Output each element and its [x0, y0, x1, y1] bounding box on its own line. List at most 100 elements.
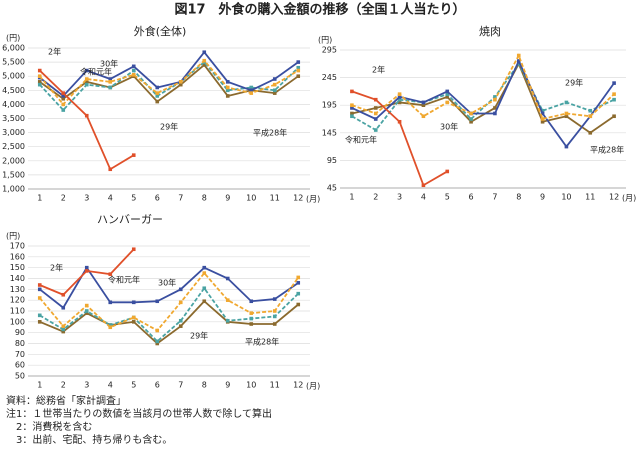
point [225, 298, 230, 302]
point [540, 117, 545, 121]
point [61, 91, 66, 95]
x-tick-label: 10 [561, 193, 571, 202]
y-tick-label: 80 [15, 339, 25, 348]
x-tick-label: 2 [61, 194, 66, 203]
point [350, 114, 354, 119]
point [272, 309, 277, 313]
point [178, 287, 183, 292]
point [84, 311, 89, 315]
note: 注1：１世帯当たりの数値を当該月の世帯人数で除して算出 [6, 407, 272, 420]
series-label: 令和元年 [108, 275, 140, 285]
point [445, 169, 450, 174]
point [350, 103, 354, 107]
y-tick-label: 130 [10, 285, 25, 294]
point [296, 281, 301, 285]
x-tick-label: 6 [155, 194, 160, 203]
point [131, 72, 136, 77]
point [249, 316, 254, 321]
y-tick-label: 3,500 [2, 114, 25, 123]
point [249, 85, 254, 90]
point [61, 324, 66, 328]
point [397, 95, 402, 99]
x-tick-label: 4 [421, 193, 426, 202]
point [155, 328, 160, 333]
series-label: 平成28年 [590, 145, 624, 155]
y-tick-label: 5,000 [2, 72, 25, 81]
x-tick-label: 2 [61, 381, 66, 390]
x-tick-label: 8 [516, 193, 521, 202]
y-tick-label: 45 [327, 184, 337, 193]
point [202, 265, 207, 270]
series-line [39, 50, 299, 98]
y-unit: (円) [318, 36, 332, 45]
point [296, 275, 301, 280]
point [564, 144, 569, 149]
x-tick-label: 8 [202, 194, 207, 203]
point [37, 287, 42, 292]
y-tick-label: 95 [327, 156, 337, 165]
point [37, 74, 42, 78]
x-tick-label: 11 [270, 194, 280, 203]
point [178, 300, 183, 305]
point [108, 325, 113, 330]
series-line [39, 59, 299, 106]
point [445, 89, 450, 94]
point [588, 108, 593, 113]
y-tick-label: 2,500 [2, 142, 25, 151]
point [131, 68, 136, 73]
point [84, 269, 89, 273]
x-tick-label: 10 [246, 194, 256, 203]
point [272, 88, 277, 93]
series-label: 平成28年 [253, 128, 287, 138]
point [61, 102, 66, 107]
point [296, 68, 301, 73]
series-line [39, 63, 299, 103]
y-tick-label: 90 [15, 328, 25, 337]
point [350, 111, 354, 116]
point [131, 247, 136, 252]
point [397, 119, 402, 124]
series-label: 2年 [48, 47, 61, 57]
x-tick-label: 11 [270, 381, 280, 390]
point [155, 91, 160, 95]
point [493, 106, 497, 110]
y-tick-label: 140 [10, 274, 25, 283]
point [445, 95, 450, 99]
point [108, 323, 113, 327]
y-unit: (円) [6, 232, 20, 241]
y-unit: (円) [6, 34, 20, 43]
x-tick-label: 5 [131, 194, 136, 203]
y-tick-label: 120 [10, 296, 25, 305]
x-tick-label: 7 [492, 193, 497, 202]
point [612, 81, 616, 85]
point [37, 82, 42, 87]
point [84, 265, 89, 270]
point [249, 91, 254, 95]
point [84, 309, 89, 313]
point [397, 97, 402, 102]
y-tick-label: 145 [322, 128, 337, 137]
series-line [351, 62, 615, 132]
x-unit: (月) [622, 194, 636, 203]
x-tick-label: 6 [469, 193, 474, 202]
x-tick-label: 8 [202, 381, 207, 390]
point [202, 271, 207, 275]
point [155, 85, 160, 90]
point [37, 283, 42, 287]
note: 2：消費税を含む [6, 420, 92, 433]
point [445, 92, 450, 96]
point [225, 85, 230, 90]
point [540, 108, 545, 113]
point [249, 88, 254, 93]
x-tick-label: 1 [37, 194, 42, 203]
point [249, 299, 254, 304]
x-tick-label: 4 [108, 381, 113, 390]
point [178, 80, 183, 84]
point [178, 82, 183, 87]
point [155, 341, 160, 346]
series-label: 29年 [565, 78, 583, 88]
point [350, 106, 354, 110]
point [108, 272, 113, 276]
point [155, 299, 160, 304]
point [373, 97, 378, 102]
